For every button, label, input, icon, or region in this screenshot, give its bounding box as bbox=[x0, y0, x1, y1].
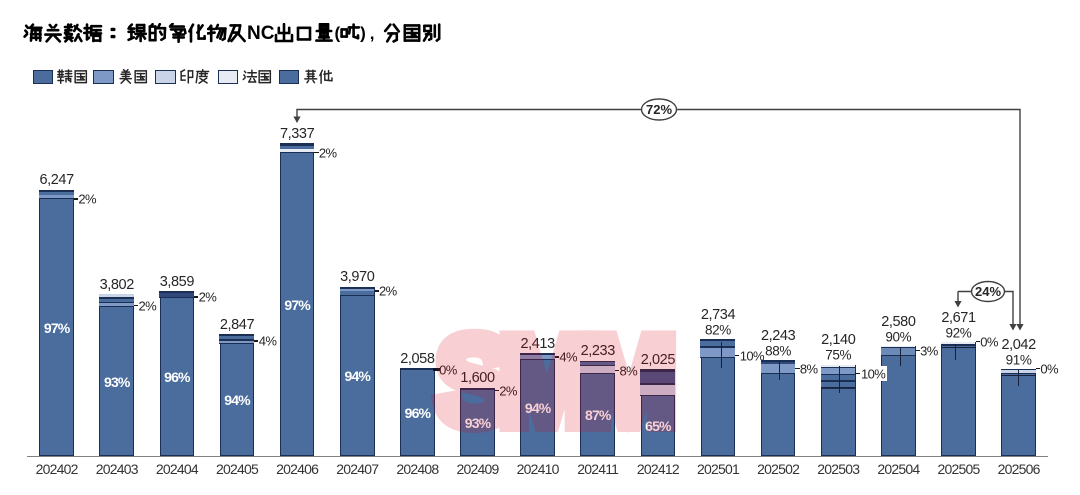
svg-text:24%: 24% bbox=[975, 284, 1001, 299]
svg-text:72%: 72% bbox=[646, 102, 672, 117]
svg-text:SMM: SMM bbox=[436, 313, 669, 451]
